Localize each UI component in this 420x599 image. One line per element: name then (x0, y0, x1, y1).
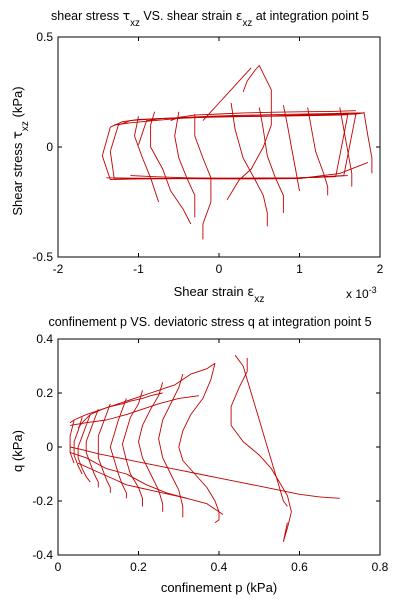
series-line-4 (106, 161, 369, 180)
x-axis-label-part: xz (254, 294, 264, 305)
series-line-7 (230, 102, 268, 227)
x-axis-label: confinement p (kPa) (161, 580, 277, 595)
y-axis-label-part: q (kPa) (10, 430, 25, 472)
series-line-14 (70, 395, 199, 426)
series-line-6 (138, 382, 164, 512)
series-line-0 (69, 362, 216, 424)
x-tick-label: 0.4 (211, 560, 228, 574)
chart-title-part: confinement p VS. deviatoric stress q at… (48, 315, 371, 329)
series-line-11 (258, 107, 284, 213)
series-line-6 (150, 111, 192, 225)
series-line-15 (363, 111, 373, 174)
series-line-5 (226, 65, 272, 201)
y-axis-label-part: τ (11, 131, 26, 139)
chart-title-part: ε (236, 8, 243, 23)
x-tick-label: 0 (216, 262, 223, 276)
series-line-16 (77, 392, 163, 429)
x-tick-label: 0.8 (372, 560, 389, 574)
chart-title-part: VS. shear strain (140, 9, 236, 23)
y-tick-label: 0.2 (36, 386, 53, 400)
series-line-15 (69, 451, 224, 515)
series-line-9 (134, 116, 160, 203)
series-line-1 (70, 446, 340, 499)
x-tick-label: 0.2 (130, 560, 147, 574)
series-line-12 (73, 417, 83, 475)
chart-title: shear stress τxz VS. shear strain εxz at… (51, 8, 369, 29)
x-axis-label-part: ε (247, 285, 254, 300)
series-line-5 (158, 373, 184, 518)
x-axis-label-part: Shear strain (174, 284, 248, 299)
x-tick-label: -2 (53, 262, 64, 276)
y-axis-label: q (kPa) (10, 430, 25, 472)
x-tick-label: 0 (55, 560, 62, 574)
series-line-3 (230, 357, 292, 542)
chart-title-part: xz (130, 18, 140, 29)
y-axis-label-part: xz (20, 121, 31, 131)
series-line-3 (114, 112, 364, 126)
x-tick-label: 1 (296, 262, 303, 276)
x-tick-label: -1 (133, 262, 144, 276)
chart-title-part: at integration point 5 (252, 9, 369, 23)
series-line-2 (138, 112, 365, 145)
y-axis-label: Shear stress τxz (kPa) (10, 86, 31, 215)
y-tick-label: 0.5 (36, 30, 53, 44)
y-tick-label: 0 (46, 140, 53, 154)
series-line-17 (77, 462, 187, 499)
y-axis-label-part: Shear stress (10, 139, 25, 216)
series-line-4 (234, 354, 288, 507)
series-line-8 (109, 398, 127, 499)
x-axis-label: Shear strain εxz (174, 284, 265, 305)
x-exponent-base: x 10 (346, 287, 369, 301)
series-line-7 (121, 390, 143, 507)
x-tick-label: 2 (377, 262, 384, 276)
series-line-17 (130, 175, 348, 179)
y-tick-label: 0.4 (36, 332, 53, 346)
series-group (69, 354, 340, 542)
series-line-12 (282, 105, 300, 192)
x-axis-label-part: confinement p (kPa) (161, 580, 277, 595)
series-line-10 (85, 409, 99, 488)
x-exponent-label: x 10-3 (346, 285, 377, 301)
y-tick-label: -0.4 (32, 548, 53, 562)
chart-title-part: xz (242, 18, 252, 29)
series-line-10 (174, 111, 196, 218)
y-tick-label: -0.5 (32, 250, 53, 264)
x-exponent-power: -3 (369, 285, 377, 295)
y-tick-label: -0.2 (32, 494, 53, 508)
x-tick-label: 0.6 (291, 560, 308, 574)
confinement-deviatoric-chart: 0 0.2 0.4 0.6 0.8 -0.4 -0.2 0 0.2 0.4 confinement … (10, 315, 389, 595)
series-line-13 (307, 107, 329, 196)
series-line-14 (339, 107, 353, 187)
series-group (101, 65, 373, 240)
y-axis-label-part: (kPa) (10, 86, 25, 121)
y-tick-label: 0 (46, 440, 53, 454)
chart-title-part: shear stress (51, 9, 123, 23)
series-line-13 (69, 419, 75, 464)
chart-title-part: τ (123, 8, 131, 23)
chart-title: confinement p VS. deviatoric stress q at… (48, 315, 371, 329)
series-line-18 (202, 67, 252, 121)
series-line-11 (77, 414, 91, 483)
series-line-16 (170, 110, 356, 122)
